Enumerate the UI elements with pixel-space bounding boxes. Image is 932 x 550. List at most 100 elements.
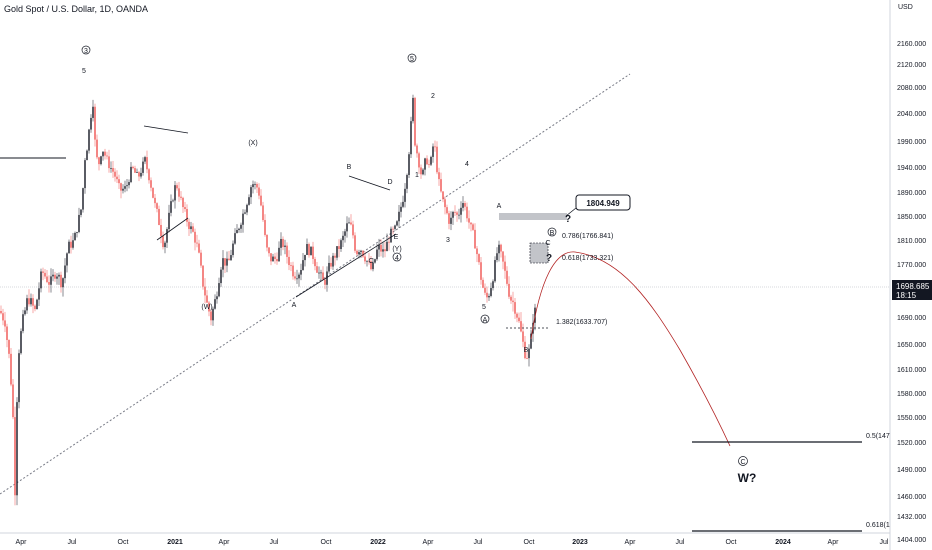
candle-body: [102, 151, 104, 157]
candle-body: [162, 236, 164, 248]
candle-body: [168, 212, 170, 230]
wave-label: (X): [248, 140, 257, 147]
wave-label: C: [368, 258, 373, 265]
candle-body: [272, 256, 274, 262]
candle-body: [218, 283, 220, 297]
candle-body: [40, 271, 42, 289]
candle-body: [300, 270, 302, 275]
candle-body: [28, 298, 30, 305]
wave-circle-3: [81, 45, 91, 55]
candle-body: [74, 232, 76, 241]
time-tick-label: Jul: [676, 539, 685, 546]
candle-body: [328, 262, 330, 272]
candle-body: [252, 184, 254, 188]
candle-body: [182, 197, 184, 208]
support-line: [295, 233, 397, 298]
price-tick-label: 1580.000: [897, 391, 926, 398]
candle-body: [90, 117, 92, 130]
candle-body: [316, 266, 318, 273]
candle-body: [518, 317, 520, 322]
candle-body: [44, 272, 46, 277]
candle-body: [232, 243, 234, 256]
candle-body: [508, 283, 510, 297]
candle-body: [334, 255, 336, 258]
candle-body: [12, 384, 14, 418]
candle-body: [444, 199, 446, 208]
right-0618-label: 0.618(1: [866, 522, 890, 529]
candle-body: [318, 272, 320, 274]
candle-body: [352, 224, 354, 236]
candle-body: [510, 296, 512, 301]
candle-body: [172, 200, 174, 202]
candle-body: [288, 256, 290, 266]
candle-body: [72, 240, 74, 248]
wave-label: 5: [82, 68, 86, 75]
candle-body: [116, 176, 118, 180]
candle-body: [274, 256, 276, 260]
candle-body: [38, 288, 40, 300]
candle-body: [32, 298, 34, 306]
channel-line-bottom: [156, 217, 189, 241]
candle-body: [190, 226, 192, 230]
wave-label: 5: [410, 56, 414, 63]
candle-body: [330, 262, 332, 267]
candle-body: [180, 196, 182, 198]
candle-body: [484, 287, 486, 293]
candle-body: [528, 348, 530, 359]
candle-body: [50, 276, 52, 285]
candle-body: [228, 258, 230, 261]
candle-body: [356, 250, 358, 255]
candle-body: [204, 286, 206, 296]
candle-body: [520, 321, 522, 332]
candle-body: [2, 313, 4, 321]
candle-body: [158, 208, 160, 225]
candle-body: [326, 271, 328, 285]
candle-body: [332, 255, 334, 267]
candle-body: [530, 333, 532, 349]
price-tick-label: 2080.000: [897, 85, 926, 92]
candle-body: [98, 157, 100, 165]
candle-body: [82, 188, 84, 210]
candle-body: [454, 211, 456, 213]
candle-body: [402, 201, 404, 207]
time-axis[interactable]: Apr Jul Oct 2021 Apr Jul Oct 2022 Apr Jul Oct 2023 A…: [16, 539, 889, 546]
candle-body: [160, 224, 162, 237]
price-tick-label: 1610.000: [897, 367, 926, 374]
candle-body: [294, 276, 296, 279]
candle-body: [174, 185, 176, 201]
candle-body: [248, 197, 250, 205]
price-tick-label: 1850.000: [897, 214, 926, 221]
candle-body: [164, 242, 166, 248]
candle-body: [398, 211, 400, 222]
candle-body: [196, 242, 198, 244]
candle-body: [76, 232, 78, 233]
candle-body: [200, 252, 202, 266]
fib-0786-label: 0.786(1766.841): [562, 233, 613, 240]
price-tick-label: 1490.000: [897, 467, 926, 474]
extension-label: 1.382(1633.707): [556, 319, 607, 326]
price-tick-label: 1432.000: [897, 514, 926, 521]
candle-body: [292, 265, 294, 277]
candle-body: [236, 230, 238, 234]
candle-body: [304, 254, 306, 261]
candles: [0, 94, 536, 506]
candle-body: [132, 166, 134, 169]
wave-label: B: [524, 347, 529, 354]
candle-body: [178, 188, 180, 197]
candle-body: [78, 214, 80, 233]
candle-body: [154, 197, 156, 204]
candle-body: [24, 310, 26, 315]
candle-body: [126, 185, 128, 187]
candle-body: [418, 153, 420, 168]
candle-body: [314, 258, 316, 267]
candle-body: [460, 207, 462, 215]
candle-body: [324, 279, 326, 285]
price-tick-label: 1690.000: [897, 315, 926, 322]
candle-body: [452, 211, 454, 218]
price-tick-label: 1940.000: [897, 165, 926, 172]
candle-body: [302, 260, 304, 271]
candle-body: [502, 251, 504, 262]
candle-body: [210, 311, 212, 321]
candle-body: [450, 217, 452, 224]
